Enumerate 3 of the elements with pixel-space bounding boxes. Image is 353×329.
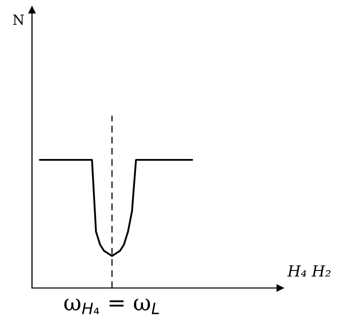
text: N xyxy=(13,14,24,25)
text: H₄ H₂ xyxy=(287,265,330,277)
text: ω$_{H₄}$ = ω$_{L}$ xyxy=(64,298,160,314)
